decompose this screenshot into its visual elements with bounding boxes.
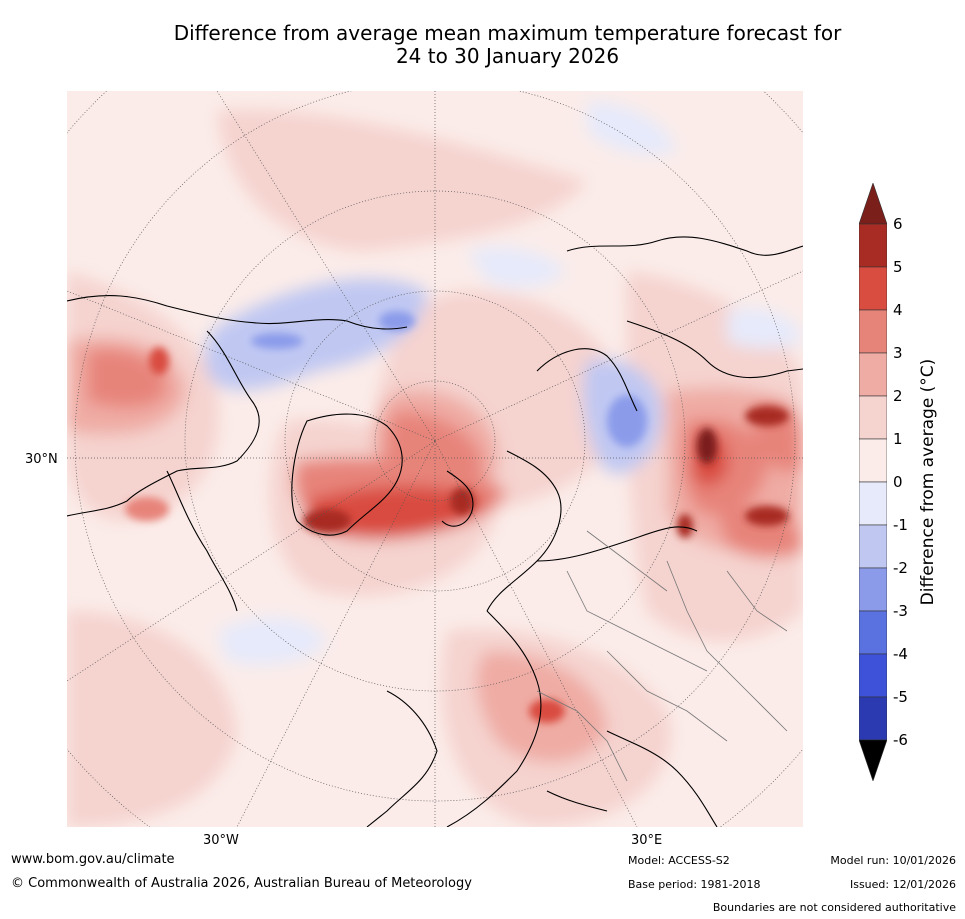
colorbar-tick-label: -1 xyxy=(893,516,908,534)
colorbar-segment xyxy=(858,696,888,741)
model-text: Model: ACCESS-S2 xyxy=(628,854,730,867)
lon-30w-label: 30°W xyxy=(203,833,239,848)
colorbar-segment xyxy=(858,610,888,655)
disclaimer-text: Boundaries are not considered authoritat… xyxy=(712,901,956,914)
base-period-text: Base period: 1981-2018 xyxy=(628,878,761,891)
colorbar-segment xyxy=(858,352,888,397)
colorbar-title: Difference from average (°C) xyxy=(918,358,938,606)
colorbar-tick-label: 6 xyxy=(893,215,903,233)
colorbar-segment xyxy=(858,567,888,612)
country-borders xyxy=(536,530,788,782)
colorbar-svg xyxy=(858,182,888,782)
colorbar-extend-bottom xyxy=(858,739,888,782)
colorbar-segment xyxy=(858,309,888,354)
colorbar-tick-label: -3 xyxy=(893,602,908,620)
graticule xyxy=(67,91,803,827)
issued-text: Issued: 12/01/2026 xyxy=(849,878,956,891)
chart-title: Difference from average mean maximum tem… xyxy=(0,22,965,68)
colorbar-tick-label: 5 xyxy=(893,258,903,276)
colorbar-segment xyxy=(858,481,888,526)
copyright-text: © Commonwealth of Australia 2026, Austra… xyxy=(11,876,472,891)
colorbar-extend-top xyxy=(858,182,888,225)
colorbar-segment xyxy=(858,524,888,569)
colorbar-tick-label: 3 xyxy=(893,344,903,362)
forecast-map xyxy=(67,91,803,827)
colorbar-segment xyxy=(858,223,888,268)
strong-anomaly-shading xyxy=(125,311,789,723)
colorbar-tick-label: 1 xyxy=(893,430,903,448)
colorbar-tick-label: -5 xyxy=(893,688,908,706)
colorbar-tick-label: 0 xyxy=(893,473,903,491)
colorbar-segment xyxy=(858,395,888,440)
lat-30n-label: 30°N xyxy=(25,452,58,467)
title-line-2: 24 to 30 January 2026 xyxy=(395,44,620,68)
title-line-1: Difference from average mean maximum tem… xyxy=(173,21,842,45)
anomaly-shading xyxy=(67,101,803,827)
colorbar-tick-label: 2 xyxy=(893,387,903,405)
lon-30e-label: 30°E xyxy=(631,833,663,848)
map-svg xyxy=(67,91,803,827)
colorbar-segment xyxy=(858,653,888,698)
coastlines xyxy=(67,236,803,827)
colorbar-tick-label: -2 xyxy=(893,559,908,577)
colorbar xyxy=(858,182,888,782)
model-run-text: Model run: 10/01/2026 xyxy=(830,854,956,867)
colorbar-segment xyxy=(858,266,888,311)
website-link[interactable]: www.bom.gov.au/climate xyxy=(11,852,175,867)
colorbar-tick-label: -6 xyxy=(893,731,908,749)
colorbar-segment xyxy=(858,438,888,483)
colorbar-tick-label: -4 xyxy=(893,645,908,663)
colorbar-tick-label: 4 xyxy=(893,301,903,319)
